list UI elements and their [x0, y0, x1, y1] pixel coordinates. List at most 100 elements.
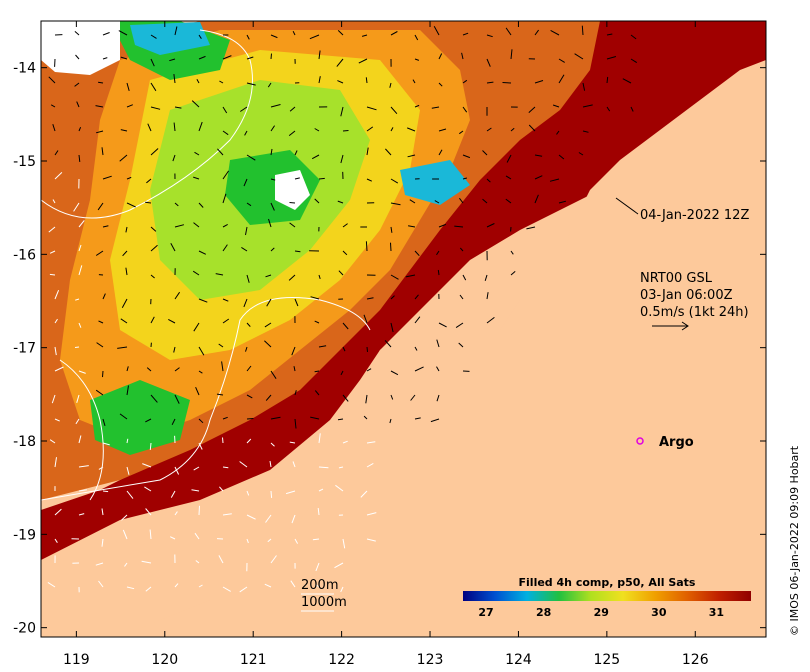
current-vector	[270, 490, 273, 498]
colorbar-tick-label: 27	[478, 606, 493, 619]
current-vector	[294, 250, 301, 253]
current-vector	[74, 346, 80, 348]
current-vector	[174, 202, 179, 207]
current-vector	[458, 197, 464, 204]
current-vector	[264, 583, 272, 588]
current-vector	[486, 317, 495, 324]
current-vector	[434, 200, 440, 204]
current-vector	[366, 106, 377, 111]
current-vector	[174, 106, 182, 109]
current-vector	[193, 176, 200, 180]
current-vector	[102, 175, 112, 180]
current-vector	[222, 466, 229, 469]
current-vector	[48, 76, 56, 84]
current-vector	[150, 274, 155, 279]
current-vector	[462, 274, 467, 281]
current-vector	[309, 34, 320, 40]
current-vector	[385, 148, 392, 156]
current-vector	[191, 489, 200, 492]
current-vector	[198, 418, 204, 424]
current-vector	[294, 538, 299, 544]
current-vector	[217, 148, 224, 156]
current-vector	[486, 223, 495, 228]
current-vector	[314, 198, 320, 204]
current-vector	[365, 394, 368, 404]
current-vector	[430, 418, 440, 423]
current-vector	[389, 82, 392, 88]
current-vector	[98, 466, 104, 470]
current-vector	[574, 53, 584, 60]
current-vector	[266, 298, 272, 307]
colorbar-title: Filled 4h comp, p50, All Sats	[519, 576, 696, 589]
current-vector	[414, 104, 420, 108]
current-vector	[246, 394, 253, 399]
current-vector	[409, 199, 416, 204]
current-vector	[390, 226, 393, 233]
current-vector	[366, 126, 374, 132]
current-vector	[198, 505, 200, 516]
current-vector	[198, 202, 204, 208]
current-vector	[314, 390, 320, 396]
y-tick-label: -16	[13, 247, 36, 263]
current-vector	[486, 178, 491, 183]
current-vector	[438, 128, 447, 132]
current-vector	[222, 193, 227, 204]
x-tick-label: 124	[505, 652, 532, 668]
current-vector	[78, 513, 85, 516]
current-vector	[120, 129, 128, 132]
current-vector	[390, 178, 399, 184]
current-vector	[510, 127, 515, 132]
current-vector	[117, 346, 128, 349]
current-vector	[74, 82, 80, 87]
current-vector	[193, 322, 200, 332]
current-vector	[54, 318, 58, 324]
current-vector	[389, 418, 392, 424]
current-vector	[366, 178, 373, 182]
argo-float-marker[interactable]	[636, 437, 644, 445]
current-vector	[150, 394, 158, 403]
current-vector	[198, 34, 202, 39]
current-vector	[78, 370, 86, 374]
current-vector	[243, 178, 248, 187]
current-vector	[318, 177, 325, 180]
current-vector	[74, 31, 80, 36]
current-vector	[119, 154, 128, 162]
current-vector	[318, 76, 321, 84]
current-vector	[384, 340, 392, 348]
current-vector	[102, 370, 104, 378]
current-vector	[174, 26, 178, 36]
current-vector	[218, 555, 224, 564]
current-vector	[606, 76, 609, 84]
current-vector	[407, 127, 416, 132]
x-tick-label: 126	[682, 652, 709, 668]
y-tick-label: -14	[13, 61, 36, 77]
current-vector	[215, 273, 224, 276]
current-vector	[412, 79, 416, 84]
current-vector	[264, 340, 272, 348]
current-vector	[390, 242, 392, 252]
current-vector	[528, 124, 536, 132]
current-vector	[126, 586, 135, 590]
current-vector	[198, 584, 203, 588]
current-vector	[312, 538, 320, 541]
current-vector	[126, 104, 133, 108]
current-vector	[270, 125, 276, 132]
current-vector	[337, 80, 344, 84]
current-vector	[101, 538, 104, 547]
current-vector	[174, 466, 180, 475]
current-vector	[246, 82, 256, 86]
current-vector	[76, 101, 80, 108]
current-vector	[54, 538, 58, 543]
current-vector	[582, 130, 589, 133]
current-vector	[268, 218, 272, 228]
current-vector	[366, 147, 369, 156]
current-vector	[240, 106, 248, 112]
current-vector	[119, 413, 128, 420]
current-vector	[265, 274, 272, 278]
current-vector	[222, 55, 232, 60]
current-vector	[54, 366, 64, 372]
current-vector	[390, 31, 398, 36]
current-vector	[145, 508, 152, 516]
current-vector	[270, 555, 277, 564]
current-vector	[366, 441, 376, 444]
